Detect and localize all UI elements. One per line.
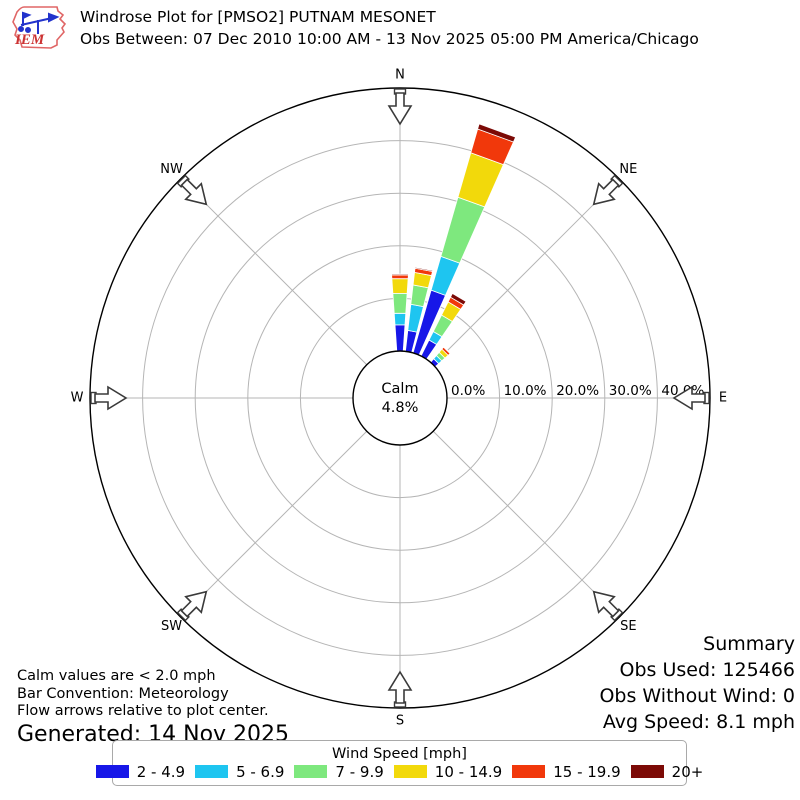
arrows-note: Flow arrows relative to plot center. xyxy=(17,703,269,719)
legend-item: 7 - 9.9 xyxy=(294,762,384,781)
windrose-bar-segment xyxy=(440,196,486,264)
legend-swatch xyxy=(294,765,328,778)
windrose-bar-segment xyxy=(443,346,452,355)
legend-title: Wind Speed [mph] xyxy=(332,745,467,762)
outer-circle xyxy=(89,87,711,709)
radial-tick-label: 10.0% xyxy=(504,383,547,399)
calm-label: Calm xyxy=(381,381,418,397)
grid-spoke xyxy=(432,178,620,366)
legend-item: 2 - 4.9 xyxy=(95,762,186,781)
legend-label: 5 - 6.9 xyxy=(236,762,285,781)
grid-spoke xyxy=(180,178,368,366)
legend-swatch xyxy=(195,765,229,778)
legend-item: 15 - 19.9 xyxy=(512,762,621,781)
windrose-bar-segment xyxy=(391,278,409,294)
grid-spoke xyxy=(180,430,368,618)
legend-label: 10 - 14.9 xyxy=(434,762,503,781)
radial-tick-label: 0.0% xyxy=(451,383,485,399)
summary-obs-used: Obs Used: 125466 xyxy=(619,659,795,681)
compass-label: S xyxy=(396,714,404,729)
windrose-bar-segment xyxy=(391,274,409,280)
legend-item: 10 - 14.9 xyxy=(393,762,503,781)
windrose-bar-segment xyxy=(449,292,467,306)
flow-arrow-icon xyxy=(387,88,413,126)
flow-arrow-icon xyxy=(176,590,208,622)
compass-label: W xyxy=(71,391,84,406)
compass-label: N xyxy=(395,68,405,83)
summary-obs-without-wind: Obs Without Wind: 0 xyxy=(599,685,795,707)
radial-tick-label: 20.0% xyxy=(556,383,599,399)
plot-subtitle: Obs Between: 07 Dec 2010 10:00 AM - 13 N… xyxy=(80,30,699,48)
legend-label: 20+ xyxy=(671,762,704,781)
legend-item: 20+ xyxy=(630,762,704,781)
weather-vane-icon xyxy=(18,11,60,34)
flow-arrow-icon xyxy=(176,174,208,206)
windrose-bar-segment xyxy=(414,266,434,272)
convention-note: Bar Convention: Meteorology xyxy=(17,685,229,702)
compass-label: NW xyxy=(160,162,183,177)
windrose-bar-segment xyxy=(394,324,406,352)
wind-speed-legend: Wind Speed [mph] 2 - 4.9 5 - 6.9 7 - 9.9 10… xyxy=(95,740,703,786)
summary-heading: Summary xyxy=(703,633,795,655)
calm-value: 4.8% xyxy=(382,400,419,416)
iem-logo-text: IEM xyxy=(14,32,45,48)
calm-circle xyxy=(352,350,448,446)
legend-item: 5 - 6.9 xyxy=(195,763,284,781)
compass-label: SW xyxy=(161,619,182,634)
legend-label: 15 - 19.9 xyxy=(553,762,621,781)
flow-arrow-icon xyxy=(592,174,624,206)
windrose-bar-segment xyxy=(393,312,407,326)
flow-arrow-icon xyxy=(592,590,624,622)
compass-label: SE xyxy=(620,619,636,634)
plot-title: Windrose Plot for [PMSO2] PUTNAM MESONET xyxy=(80,8,436,26)
flow-arrow-icon xyxy=(672,385,710,411)
compass-label: E xyxy=(719,391,727,406)
calm-note: Calm values are < 2.0 mph xyxy=(17,668,216,684)
legend-swatch xyxy=(630,765,664,778)
grid-spoke xyxy=(432,430,620,618)
flow-arrow-icon xyxy=(387,670,413,708)
compass-label: NE xyxy=(619,162,637,177)
windrose-bar-segment xyxy=(392,292,408,314)
flow-arrow-icon xyxy=(90,385,128,411)
legend-swatch xyxy=(512,765,546,778)
footnotes: Calm values are < 2.0 mph Bar Convention… xyxy=(17,668,289,748)
windrose-bar-segment xyxy=(477,123,517,143)
legend-items: 2 - 4.9 5 - 6.9 7 - 9.9 10 - 14.9 15 - 19.9 2… xyxy=(95,762,704,781)
legend-swatch xyxy=(393,765,427,778)
legend-label: 7 - 9.9 xyxy=(335,762,384,781)
radial-tick-label: 30.0% xyxy=(609,383,652,399)
windrose-bar-segment xyxy=(430,255,461,296)
legend-label: 2 - 4.9 xyxy=(136,762,186,781)
summary-block: Summary Obs Used: 125466 Obs Without Win… xyxy=(599,631,795,735)
summary-avg-speed: Avg Speed: 8.1 mph xyxy=(602,711,795,733)
windrose-bar-segment xyxy=(410,284,429,308)
windrose-bar-segment xyxy=(391,273,409,276)
legend-swatch xyxy=(95,765,129,778)
iem-logo: IEM xyxy=(12,6,67,49)
